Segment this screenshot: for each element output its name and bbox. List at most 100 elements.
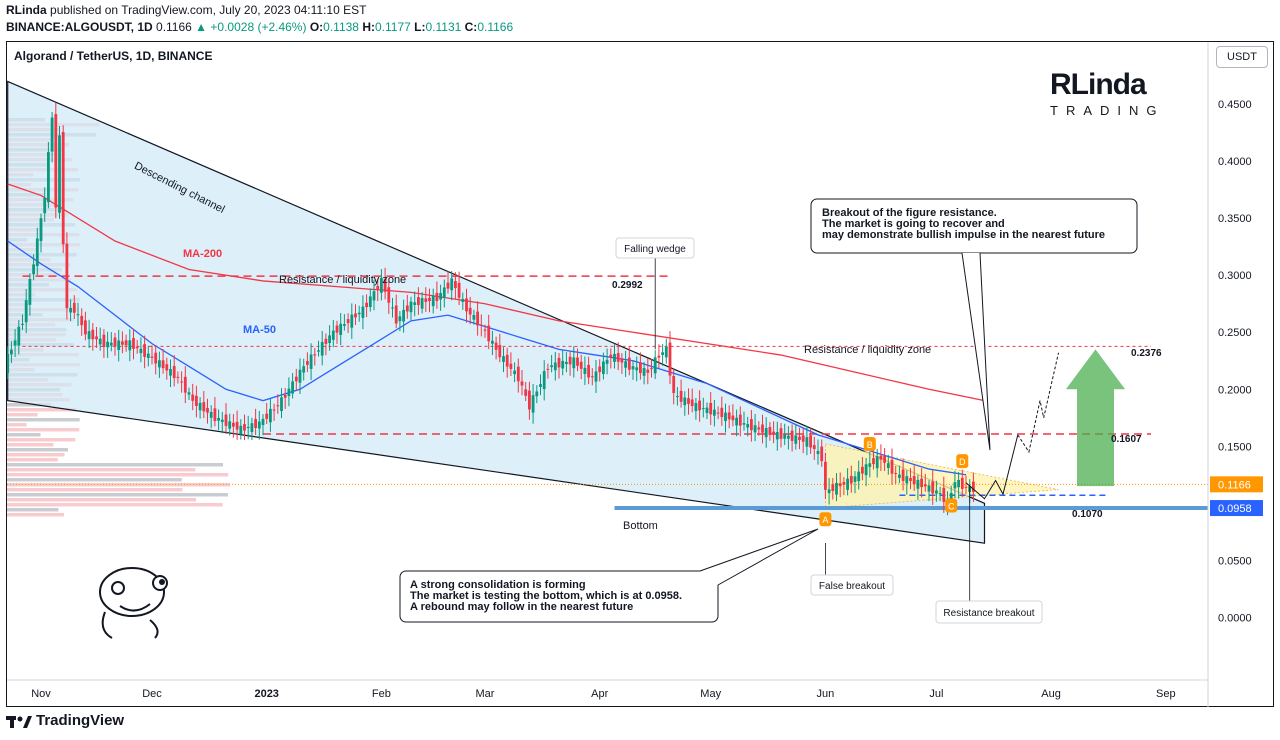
plot-area (7, 80, 1208, 601)
candle-body (95, 336, 98, 340)
volume-profile-bar (7, 473, 229, 477)
candle-body (246, 426, 250, 428)
candle-body (446, 282, 450, 289)
candle-body (883, 455, 886, 463)
candle-body (801, 435, 805, 442)
candle-body (146, 353, 150, 358)
candle-body (812, 445, 816, 449)
candle-body (65, 243, 69, 309)
candle-body (276, 405, 280, 407)
high-label: H: (362, 20, 375, 34)
candle-body (657, 355, 661, 358)
brand-logo: RLinda (1050, 68, 1147, 101)
volume-profile-bar (7, 448, 68, 452)
candle-body (772, 431, 775, 435)
candle-body (579, 361, 583, 369)
candle-body (572, 357, 576, 369)
y-tick-label: 0.1500 (1218, 441, 1252, 453)
candle-body (724, 412, 727, 422)
y-tick-label: 0.2500 (1218, 327, 1252, 339)
candle-body (653, 357, 657, 374)
candle-body (583, 367, 587, 374)
candle-body (624, 361, 627, 368)
candle-body (265, 413, 269, 419)
candle-body (757, 427, 761, 430)
level-label-1070: 0.1070 (1072, 509, 1103, 520)
candle-body (409, 301, 413, 313)
resistance-breakout-label: Resistance breakout (943, 608, 1034, 619)
candle-body (250, 423, 254, 433)
footer-brand[interactable]: TradingView (6, 712, 124, 729)
candle-body (291, 381, 294, 394)
volume-profile-bar (7, 493, 229, 497)
candle-body (972, 481, 975, 492)
last-price: 0.1166 (156, 20, 192, 34)
candle-body (605, 359, 609, 364)
candle-body (306, 361, 309, 365)
candle-body (713, 409, 716, 416)
candle-body (672, 376, 676, 394)
candle-body (302, 366, 306, 373)
candle-body (365, 302, 368, 308)
projection-dashed (1017, 352, 1059, 454)
candle-body (639, 362, 642, 374)
callout-bottom-line: The market is testing the bottom, which … (410, 590, 682, 602)
candle-body (849, 475, 853, 484)
candle-body (568, 356, 572, 365)
candle-body (176, 376, 180, 378)
candle-body (261, 418, 265, 426)
candle-body (102, 334, 106, 348)
candle-body (198, 402, 202, 411)
candle-body (894, 472, 898, 474)
candle-body (91, 329, 95, 340)
low-value: 0.1131 (425, 20, 462, 34)
level-label-2376: 0.2376 (1131, 348, 1162, 359)
candle-body (28, 278, 32, 305)
volume-profile-bar (7, 443, 54, 447)
candle-body (35, 238, 39, 267)
bottom-label: Bottom (623, 520, 658, 532)
candle-body (886, 463, 890, 468)
candle-body (372, 291, 376, 301)
volume-profile-bar (7, 478, 182, 482)
currency-badge[interactable]: USDT (1216, 46, 1268, 68)
candle-body (132, 338, 135, 349)
volume-profile-bar (7, 498, 197, 502)
volume-profile-bar (7, 423, 27, 427)
candle-body (927, 485, 931, 492)
callout-bottom-box (399, 570, 719, 623)
candle-body (213, 408, 217, 422)
candle-body (172, 365, 176, 379)
candle-body (627, 357, 631, 370)
volume-profile-bar (7, 503, 223, 507)
candle-body (195, 395, 198, 406)
wedge-label-box (615, 237, 695, 259)
candle-body (590, 376, 594, 378)
candle-body (87, 331, 91, 340)
candle-body (357, 312, 361, 315)
volume-profile-bar (7, 403, 51, 407)
candle-body (54, 114, 58, 208)
candle-body (668, 342, 672, 376)
candle-body (128, 340, 132, 351)
candle-body (546, 368, 550, 370)
candle-body (69, 307, 72, 313)
x-tick-label: Jun (817, 688, 835, 700)
price-change: +0.0028 (+2.46%) (210, 20, 307, 34)
candle-body (457, 282, 461, 298)
candle-body (331, 330, 335, 340)
candle-body (80, 315, 84, 326)
level-label-2992: 0.2992 (612, 280, 643, 291)
candle-body (916, 479, 920, 489)
candle-body (154, 352, 158, 364)
volume-profile-bar (7, 413, 38, 417)
candle-body (824, 461, 827, 490)
candle-body (794, 435, 798, 444)
candle-body (864, 464, 868, 476)
brand-logo-sub: TRADING (1050, 103, 1165, 118)
candle-body (635, 367, 639, 371)
doodle-body (101, 611, 159, 639)
candle-body (269, 408, 272, 423)
last-price-tag-bg (1210, 476, 1263, 493)
